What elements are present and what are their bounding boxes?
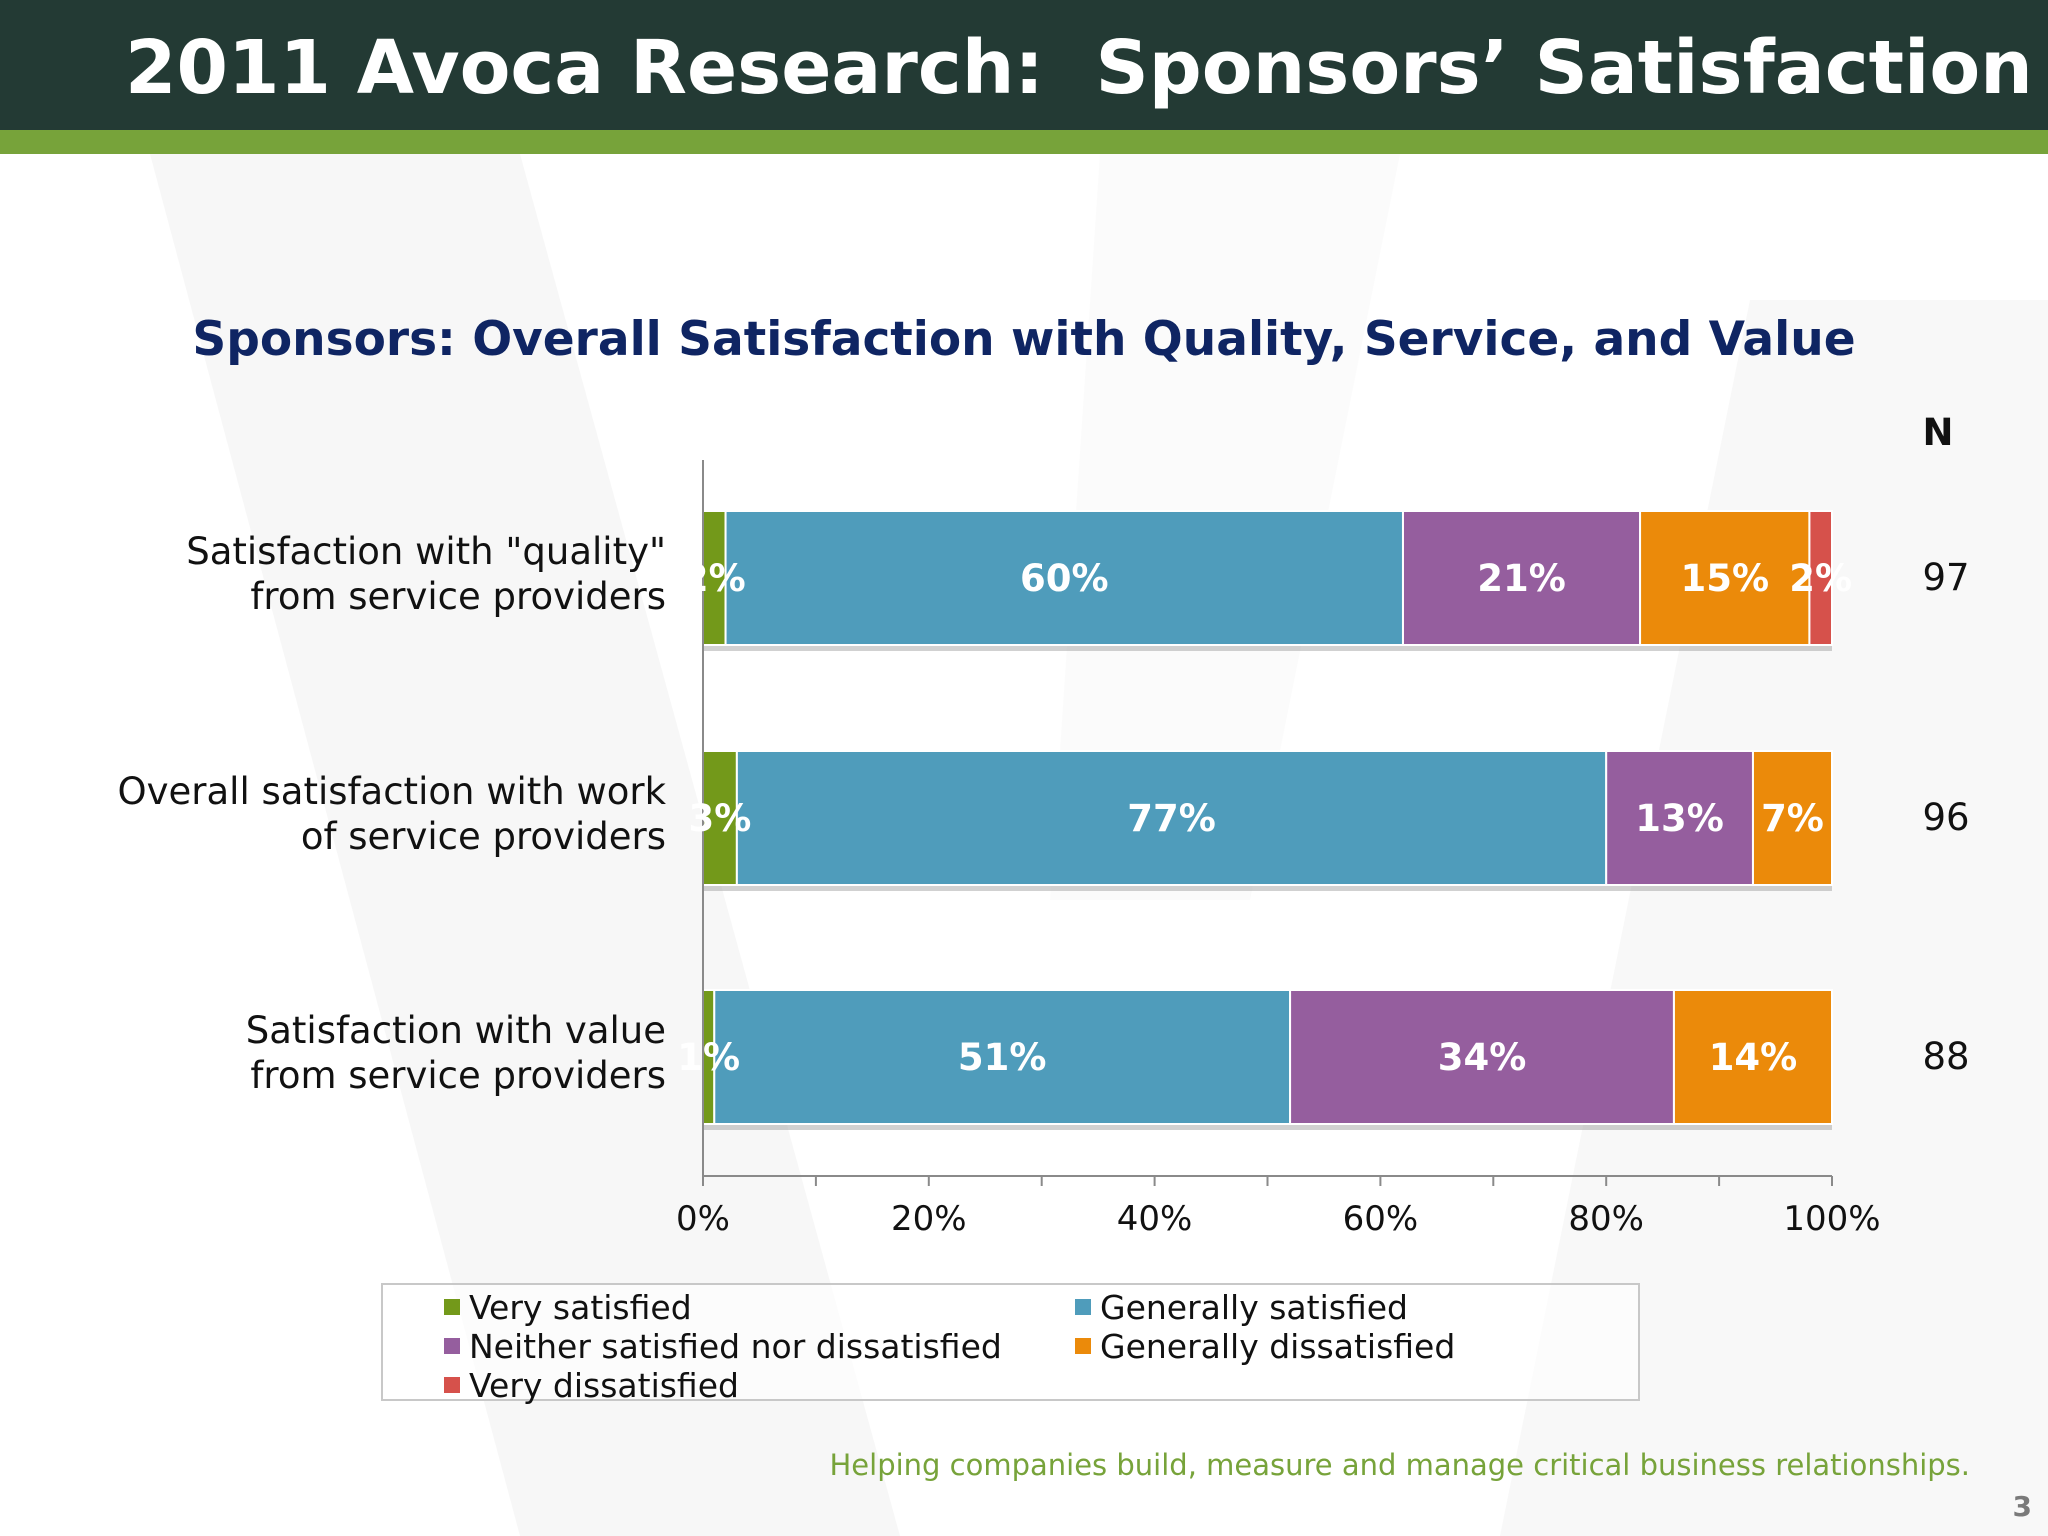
data-label: 60% [1020, 557, 1109, 600]
bar-segment [735, 750, 1608, 886]
x-tick-label: 20% [891, 1199, 967, 1239]
data-label: 14% [1709, 1036, 1798, 1079]
chart-legend: Very satisfied Generally satisfied Neither… [381, 1283, 1640, 1405]
data-label: 2% [1789, 557, 1852, 600]
legend-item: Neither satisfied nor dissatisfied [444, 1326, 1002, 1366]
category-label: from service providers [250, 575, 666, 618]
legend-item: Generally dissatisfied [1075, 1326, 1455, 1366]
n-value: 97 [1922, 556, 1969, 599]
bar-segment [1605, 750, 1754, 886]
data-label: 7% [1761, 797, 1824, 840]
category-label: Satisfaction with value [246, 1009, 666, 1052]
legend-item: Generally satisfied [1075, 1287, 1408, 1327]
category-label: Satisfaction with "quality" [186, 530, 666, 573]
x-tick-label: 0% [676, 1199, 730, 1239]
page-number: 3 [2012, 1490, 2032, 1523]
x-tick-label: 40% [1117, 1199, 1193, 1239]
bar-shadow [703, 885, 1832, 891]
legend-item: Very dissatisfied [444, 1365, 739, 1405]
category-label: from service providers [250, 1054, 666, 1097]
header-bar [0, 0, 2048, 130]
category-label: of service providers [301, 815, 666, 858]
bar-segment [1639, 510, 1811, 646]
data-label: 2% [683, 557, 746, 600]
bar-segment [1751, 750, 1833, 886]
data-label: 1% [677, 1036, 740, 1079]
data-label: 13% [1635, 797, 1724, 840]
bar-segment [1672, 989, 1833, 1125]
category-label: Overall satisfaction with work [118, 770, 667, 813]
bar-shadow [703, 1124, 1832, 1130]
data-label: 77% [1127, 797, 1216, 840]
n-value: 88 [1922, 1035, 1969, 1078]
legend-label: Generally dissatisfied [1100, 1326, 1456, 1366]
data-label: 21% [1477, 557, 1566, 600]
n-value: 96 [1922, 796, 1969, 839]
data-label: 51% [958, 1036, 1047, 1079]
legend-label: Very dissatisfied [469, 1365, 739, 1405]
legend-swatch [1075, 1299, 1091, 1315]
data-label: 15% [1680, 557, 1769, 600]
data-label: 3% [689, 797, 752, 840]
chart-title: Sponsors: Overall Satisfaction with Qual… [192, 312, 1855, 367]
x-tick-label: 60% [1343, 1199, 1419, 1239]
header-accent-stripe [0, 130, 2048, 154]
legend-label: Neither satisfied nor dissatisfied [469, 1326, 1002, 1366]
data-label: 34% [1438, 1036, 1527, 1079]
bar-segment [1808, 510, 1834, 646]
x-tick-label: 80% [1568, 1199, 1644, 1239]
slide-title: 2011 Avoca Research: Sponsors’ Satisfact… [125, 25, 2033, 111]
legend-item: Very satisfied [444, 1287, 692, 1327]
legend-label: Very satisfied [469, 1287, 692, 1327]
n-header: N [1923, 411, 1954, 454]
bar-shadow [703, 645, 1832, 651]
legend-swatch [444, 1377, 460, 1393]
bar-segment [724, 510, 1404, 646]
legend-swatch [444, 1338, 460, 1354]
legend-swatch [1075, 1338, 1091, 1354]
x-tick-label: 100% [1783, 1199, 1880, 1239]
legend-label: Generally satisfied [1100, 1287, 1408, 1327]
legend-swatch [444, 1299, 460, 1315]
footer-tagline: Helping companies build, measure and man… [829, 1448, 1970, 1482]
